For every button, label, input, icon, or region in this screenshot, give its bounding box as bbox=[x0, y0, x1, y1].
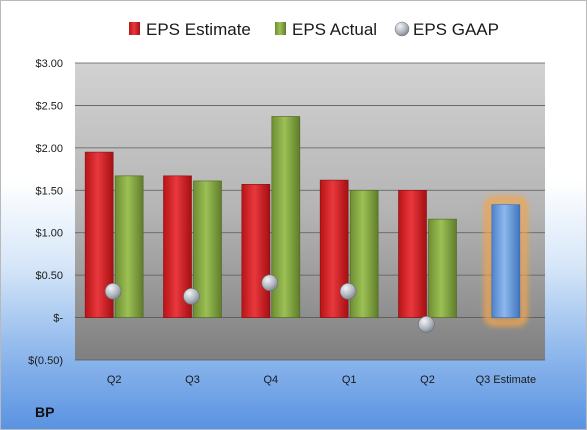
legend-swatch bbox=[129, 22, 140, 35]
y-tick-label: $0.50 bbox=[35, 270, 63, 282]
x-category-label: Q2 bbox=[107, 374, 122, 386]
y-tick-label: $1.00 bbox=[35, 228, 63, 240]
legend-label: EPS Estimate bbox=[146, 20, 251, 39]
x-category-label: Q2 bbox=[420, 374, 435, 386]
bar-eps-actual bbox=[349, 189, 379, 318]
bar-q3-estimate bbox=[491, 204, 521, 318]
y-tick-label: $(0.50) bbox=[28, 355, 63, 367]
legend-label: EPS Actual bbox=[292, 20, 377, 39]
x-category-label: Q4 bbox=[263, 374, 278, 386]
y-tick-label: $- bbox=[53, 313, 63, 325]
bar-eps-estimate bbox=[398, 189, 427, 318]
point-eps-gaap bbox=[339, 282, 357, 300]
y-axis: $3.00 $2.50 $2.00 $1.50 $1.00 $0.50 $- $(0.50) bbox=[28, 58, 63, 367]
x-category-label: Q3 Estimate bbox=[476, 374, 537, 386]
x-axis: Q2 Q3 Q4 Q1 Q2 Q3 Estimate bbox=[107, 374, 536, 386]
bar-eps-actual bbox=[428, 218, 457, 318]
plot-background bbox=[75, 63, 545, 360]
bar-eps-estimate bbox=[241, 184, 271, 318]
y-tick-label: $2.00 bbox=[35, 143, 63, 155]
bars bbox=[84, 116, 528, 333]
point-eps-gaap bbox=[261, 274, 279, 292]
company-label: BP bbox=[35, 404, 55, 420]
point-eps-gaap bbox=[418, 316, 435, 333]
y-tick-label: $1.50 bbox=[35, 185, 63, 197]
q3-estimate-highlight bbox=[484, 196, 528, 327]
x-category-label: Q1 bbox=[342, 374, 357, 386]
legend: EPS Estimate EPS Actual EPS GAAP bbox=[129, 20, 499, 39]
legend-label: EPS GAAP bbox=[413, 20, 499, 39]
legend-swatch bbox=[275, 22, 286, 35]
x-category-label: Q3 bbox=[185, 374, 200, 386]
plot-area bbox=[75, 62, 545, 361]
point-eps-gaap bbox=[104, 282, 122, 300]
point-eps-gaap bbox=[183, 288, 200, 305]
y-tick-label: $3.00 bbox=[35, 58, 63, 70]
y-tick-label: $2.50 bbox=[35, 100, 63, 112]
legend-swatch bbox=[394, 21, 410, 37]
